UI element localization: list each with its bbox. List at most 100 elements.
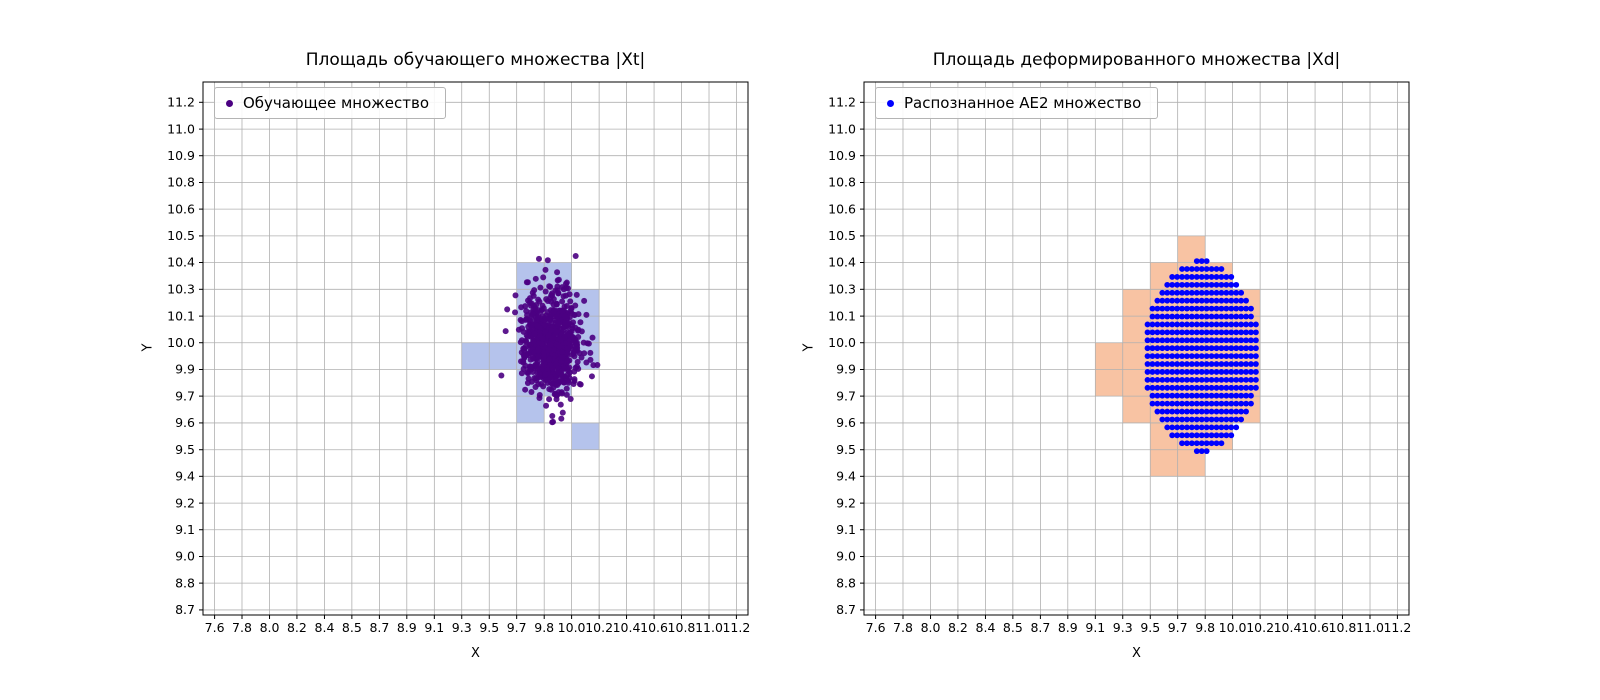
svg-text:10.5: 10.5: [167, 228, 195, 243]
svg-text:10.2: 10.2: [1246, 620, 1274, 635]
svg-text:9.5: 9.5: [175, 442, 195, 457]
right-plot-legend: Распознанное АЕ2 множество: [875, 87, 1159, 119]
svg-text:9.3: 9.3: [1113, 620, 1133, 635]
svg-text:8.7: 8.7: [175, 602, 195, 617]
svg-text:9.1: 9.1: [836, 522, 856, 537]
svg-text:11.2: 11.2: [167, 95, 195, 110]
svg-text:9.5: 9.5: [1140, 620, 1160, 635]
svg-text:10.2: 10.2: [585, 620, 613, 635]
scatter-points: [1144, 258, 1259, 455]
svg-text:10.0: 10.0: [558, 620, 586, 635]
svg-text:9.2: 9.2: [175, 495, 195, 510]
svg-text:8.7: 8.7: [1030, 620, 1050, 635]
svg-text:9.8: 9.8: [1195, 620, 1215, 635]
right-plot-axes: 7.6 7.8 8.0 8.2 8.4 8.5 8.7 8.9 9.1 9.3 9.5 9.7 9.8 1…: [828, 81, 1411, 635]
svg-text:8.7: 8.7: [369, 620, 389, 635]
svg-text:9.8: 9.8: [534, 620, 554, 635]
svg-text:9.1: 9.1: [175, 522, 195, 537]
svg-text:10.4: 10.4: [828, 255, 856, 270]
left-plot-ylabel: Y: [140, 343, 156, 352]
svg-text:10.4: 10.4: [613, 620, 641, 635]
left-plot: Площадь обучающего множества |Xt| 7.6 7.8…: [88, 40, 768, 690]
svg-text:8.0: 8.0: [260, 620, 280, 635]
tick-labels: 7.6 7.8 8.0 8.2 8.4 8.5 8.7 8.9 9.1 9.3 9.5 9.7 9.8 1…: [167, 95, 750, 635]
svg-text:10.4: 10.4: [167, 255, 195, 270]
svg-text:11.0: 11.0: [1356, 620, 1384, 635]
svg-text:10.6: 10.6: [167, 201, 195, 216]
svg-text:7.8: 7.8: [232, 620, 252, 635]
svg-text:10.1: 10.1: [828, 308, 856, 323]
svg-text:9.3: 9.3: [452, 620, 472, 635]
left-plot-xlabel: X: [471, 646, 480, 661]
axes-frame: [202, 81, 749, 616]
svg-text:9.5: 9.5: [836, 442, 856, 457]
right-plot-ylabel: Y: [801, 343, 817, 352]
grid-lines: [203, 82, 748, 615]
scatter-points: [498, 253, 601, 426]
svg-text:8.9: 8.9: [1058, 620, 1078, 635]
svg-text:9.1: 9.1: [424, 620, 444, 635]
svg-text:11.0: 11.0: [695, 620, 723, 635]
svg-text:9.5: 9.5: [479, 620, 499, 635]
svg-text:10.3: 10.3: [167, 282, 195, 297]
svg-text:10.0: 10.0: [828, 335, 856, 350]
svg-text:11.0: 11.0: [828, 121, 856, 136]
svg-text:7.8: 7.8: [893, 620, 913, 635]
svg-text:10.9: 10.9: [828, 148, 856, 163]
svg-text:9.0: 9.0: [836, 549, 856, 564]
svg-text:10.8: 10.8: [828, 175, 856, 190]
svg-text:7.6: 7.6: [205, 620, 225, 635]
left-plot-title: Площадь обучающего множества |Xt|: [305, 50, 646, 70]
svg-text:10.8: 10.8: [1329, 620, 1357, 635]
svg-text:8.5: 8.5: [342, 620, 362, 635]
svg-text:11.2: 11.2: [1383, 620, 1411, 635]
right-plot-xlabel: X: [1132, 646, 1141, 661]
svg-text:7.6: 7.6: [866, 620, 886, 635]
right-plot-title: Площадь деформированного множества |Xd|: [932, 50, 1341, 70]
svg-text:10.9: 10.9: [167, 148, 195, 163]
svg-text:8.8: 8.8: [836, 575, 856, 590]
svg-text:9.2: 9.2: [836, 495, 856, 510]
svg-text:9.6: 9.6: [836, 415, 856, 430]
svg-text:9.9: 9.9: [836, 362, 856, 377]
svg-text:10.0: 10.0: [1219, 620, 1247, 635]
svg-text:8.0: 8.0: [921, 620, 941, 635]
svg-text:9.7: 9.7: [836, 388, 856, 403]
svg-text:9.7: 9.7: [507, 620, 527, 635]
left-plot-axes: 7.6 7.8 8.0 8.2 8.4 8.5 8.7 8.9 9.1 9.3 9.5 9.7 9.8 1…: [167, 81, 750, 635]
svg-text:10.8: 10.8: [668, 620, 696, 635]
svg-text:9.4: 9.4: [836, 469, 856, 484]
axes-frame: [863, 81, 1410, 616]
svg-text:10.1: 10.1: [167, 308, 195, 323]
tick-labels: 7.6 7.8 8.0 8.2 8.4 8.5 8.7 8.9 9.1 9.3 9.5 9.7 9.8 1…: [828, 95, 1411, 635]
svg-text:9.7: 9.7: [1168, 620, 1188, 635]
left-plot-legend: Обучающее множество: [214, 87, 447, 119]
svg-text:10.0: 10.0: [167, 335, 195, 350]
svg-text:9.1: 9.1: [1085, 620, 1105, 635]
svg-text:8.2: 8.2: [948, 620, 968, 635]
svg-text:10.3: 10.3: [828, 282, 856, 297]
svg-text:9.6: 9.6: [175, 415, 195, 430]
svg-text:9.4: 9.4: [175, 469, 195, 484]
right-plot: Площадь деформированного множества |Xd| …: [749, 40, 1429, 690]
grid-lines: [864, 82, 1409, 615]
svg-text:10.5: 10.5: [828, 228, 856, 243]
svg-text:9.9: 9.9: [175, 362, 195, 377]
svg-text:11.0: 11.0: [167, 121, 195, 136]
svg-text:8.8: 8.8: [175, 575, 195, 590]
svg-text:9.7: 9.7: [175, 388, 195, 403]
svg-text:10.6: 10.6: [1301, 620, 1329, 635]
svg-text:8.7: 8.7: [836, 602, 856, 617]
legend-label: Распознанное АЕ2 множество: [904, 94, 1142, 112]
svg-text:8.9: 8.9: [397, 620, 417, 635]
svg-text:8.5: 8.5: [1003, 620, 1023, 635]
svg-text:11.2: 11.2: [828, 95, 856, 110]
svg-text:8.2: 8.2: [287, 620, 307, 635]
legend-label: Обучающее множество: [243, 94, 430, 112]
svg-text:9.0: 9.0: [175, 549, 195, 564]
scatter-marker-icon: [226, 99, 233, 107]
svg-text:8.4: 8.4: [976, 620, 996, 635]
svg-text:10.6: 10.6: [828, 201, 856, 216]
svg-text:10.8: 10.8: [167, 175, 195, 190]
